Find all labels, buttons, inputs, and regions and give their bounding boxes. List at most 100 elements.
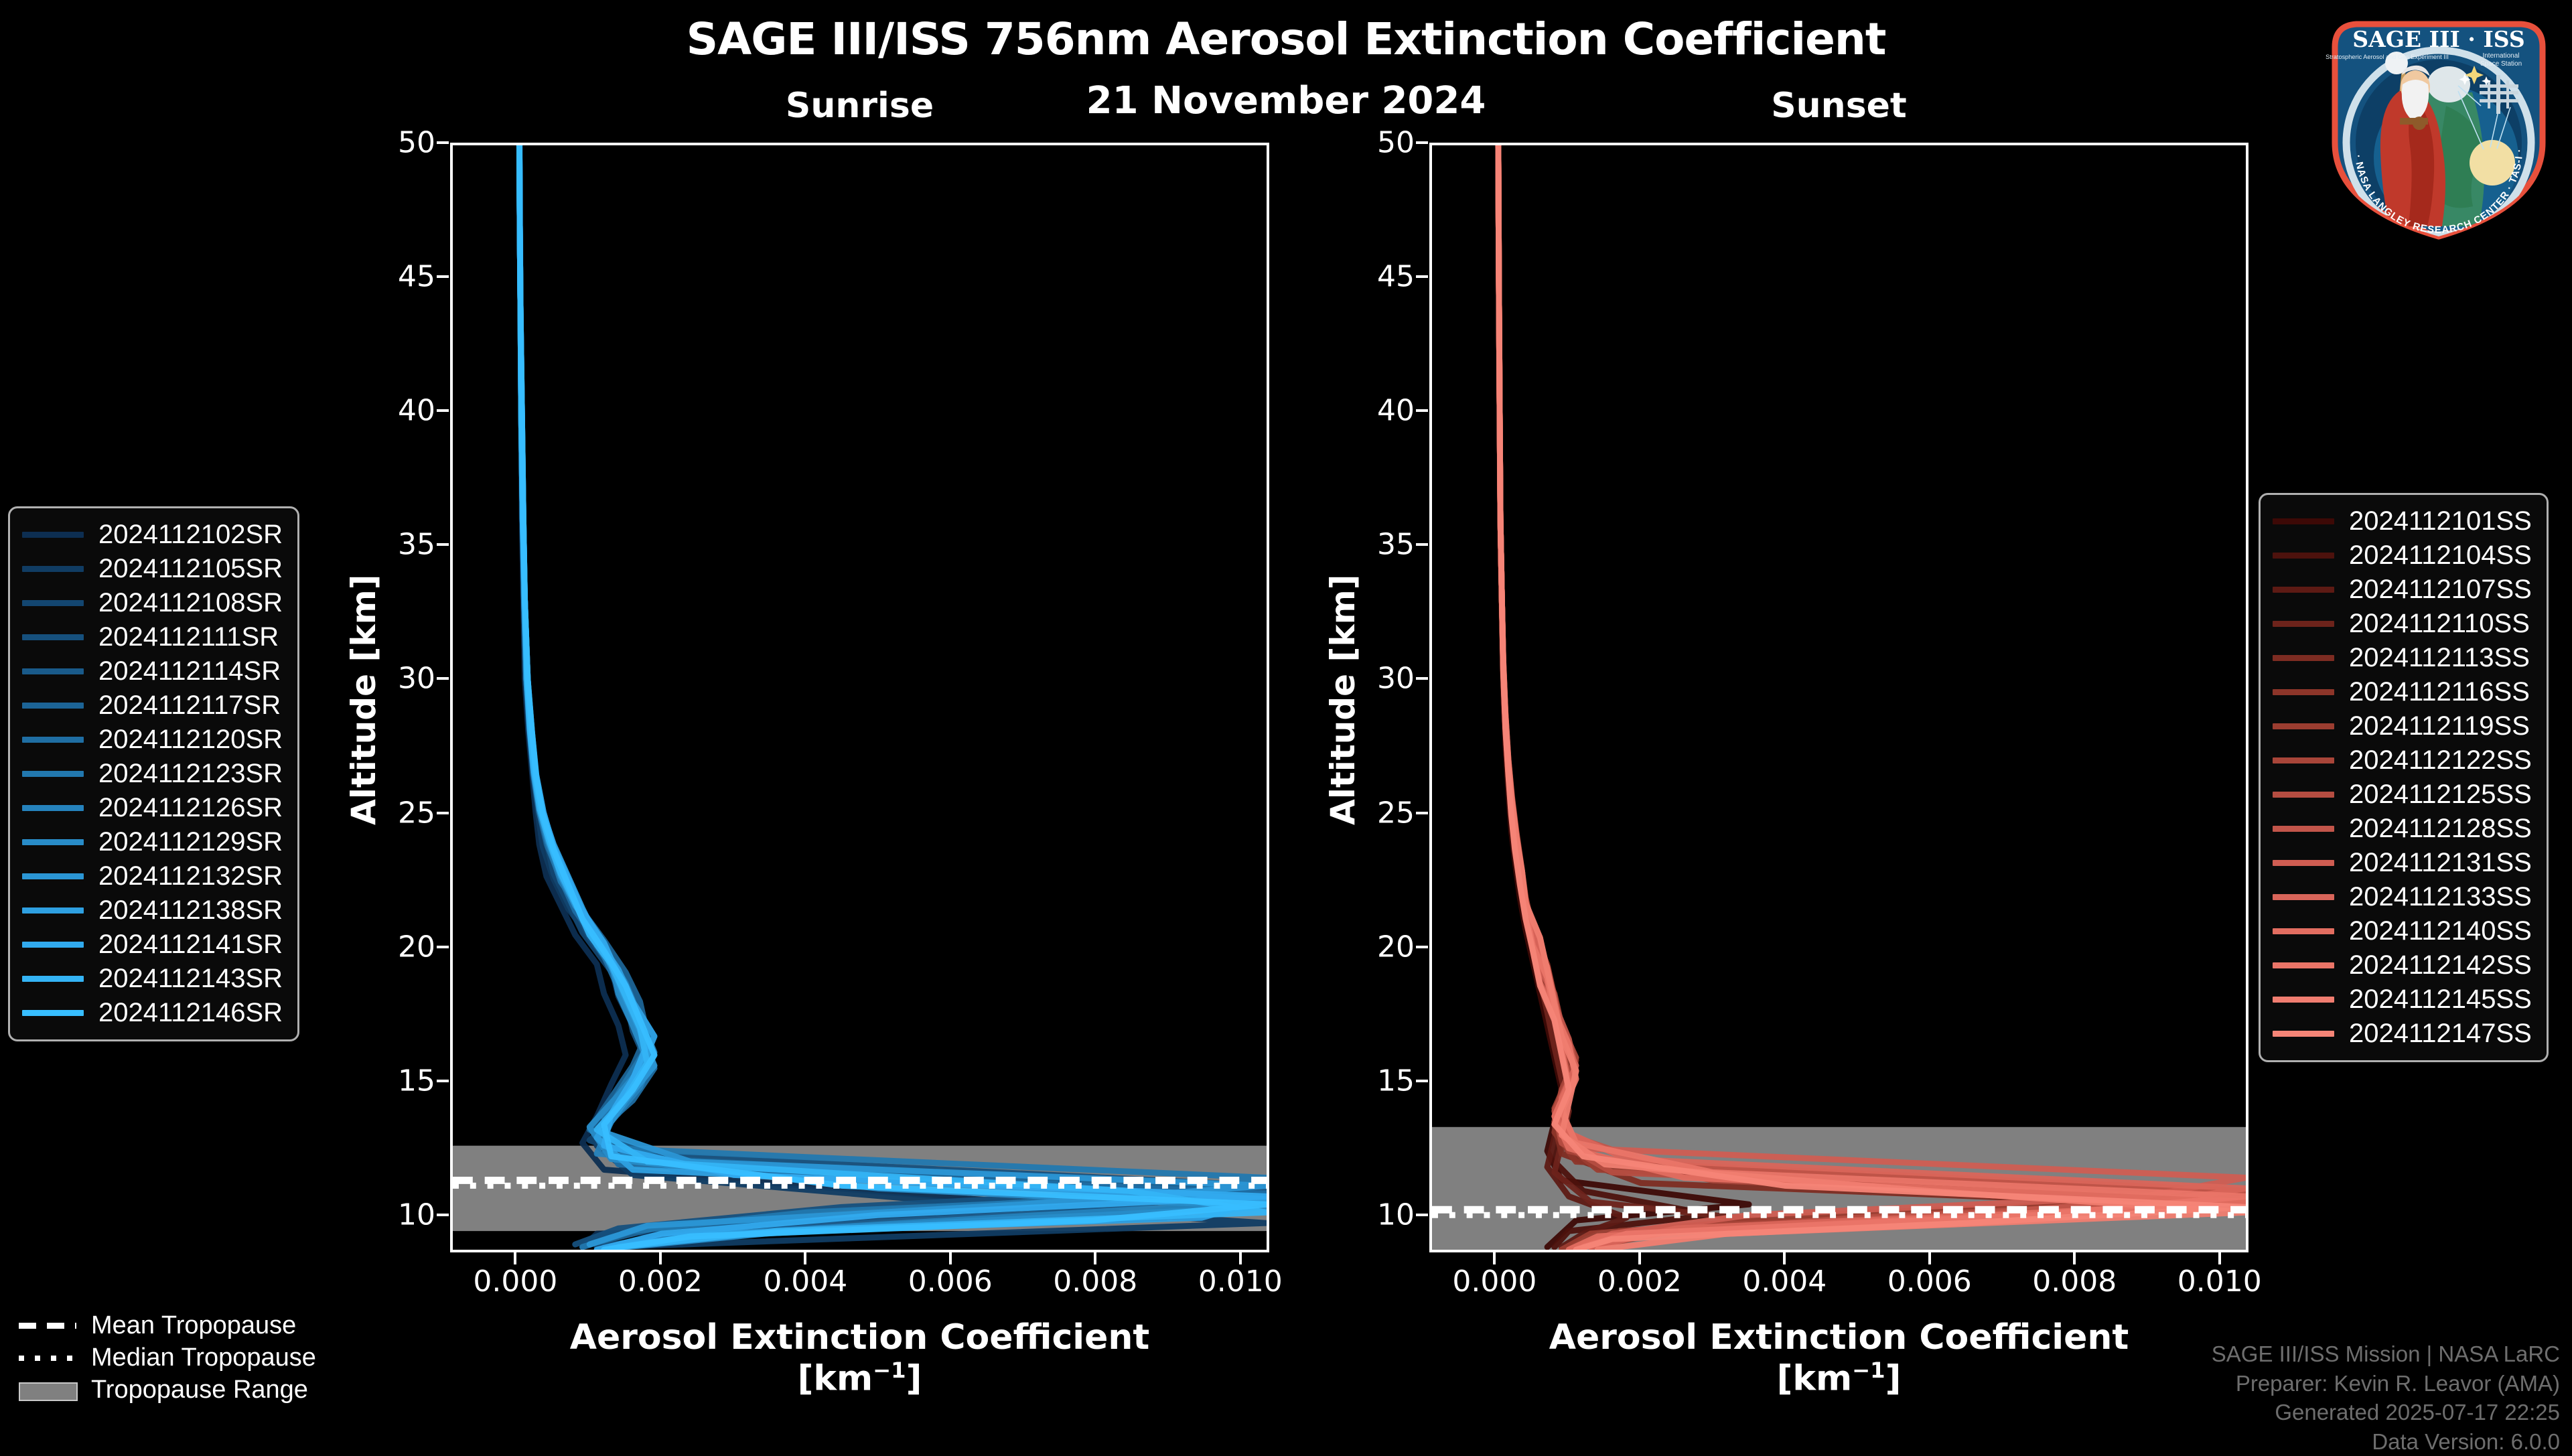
legend-color-swatch xyxy=(22,668,84,674)
x-tick-mark xyxy=(514,1252,517,1264)
sunrise-event-legend[interactable]: 2024112102SR 2024112105SR 2024112108SR 2024… xyxy=(8,506,300,1041)
legend-color-swatch xyxy=(22,600,84,606)
legend-event-label: 2024112138SR xyxy=(98,895,283,925)
legend-item[interactable]: 2024112108SR xyxy=(22,586,283,620)
y-tick-mark xyxy=(437,409,449,413)
y-tick-label: 20 xyxy=(1377,930,1415,964)
x-tick-label: 0.006 xyxy=(908,1264,993,1299)
legend-item[interactable]: 2024112138SR xyxy=(22,893,283,928)
legend-color-swatch xyxy=(22,737,84,743)
legend-color-swatch xyxy=(2273,928,2334,934)
profile-line xyxy=(1495,145,2246,1250)
legend-item[interactable]: 2024112132SR xyxy=(22,859,283,893)
credits-preparer: Preparer: Kevin R. Leavor (AMA) xyxy=(2235,1370,2560,1396)
legend-item-mean-tropopause: Mean Tropopause xyxy=(19,1309,316,1341)
profile-line xyxy=(1495,145,1716,1250)
legend-color-swatch xyxy=(22,976,84,982)
legend-item[interactable]: 2024112105SR xyxy=(22,552,283,586)
legend-event-label: 2024112116SS xyxy=(2349,677,2530,707)
legend-item[interactable]: 2024112119SS xyxy=(2273,709,2532,743)
legend-event-label: 2024112117SR xyxy=(98,690,281,720)
legend-item[interactable]: 2024112128SS xyxy=(2273,812,2532,846)
legend-item[interactable]: 2024112111SR xyxy=(22,620,283,654)
legend-item[interactable]: 2024112133SS xyxy=(2273,880,2532,914)
y-tick-mark xyxy=(437,543,449,547)
median-tropopause-label: Median Tropopause xyxy=(91,1343,316,1372)
legend-event-label: 2024112108SR xyxy=(98,588,283,617)
x-tick-label: 0.002 xyxy=(1597,1264,1682,1299)
legend-item[interactable]: 2024112141SR xyxy=(22,928,283,962)
legend-item[interactable]: 2024112104SS xyxy=(2273,538,2532,573)
legend-item[interactable]: 2024112110SS xyxy=(2273,607,2532,641)
legend-color-swatch xyxy=(2273,826,2334,832)
y-axis-title: Altitude [km] xyxy=(344,573,383,825)
svg-text:Space Station: Space Station xyxy=(2480,60,2522,68)
x-tick-mark xyxy=(948,1252,952,1264)
y-tick-label: 50 xyxy=(398,125,435,160)
legend-color-swatch xyxy=(22,634,84,640)
legend-item[interactable]: 2024112125SS xyxy=(2273,778,2532,812)
x-tick-label: 0.004 xyxy=(1742,1264,1827,1299)
legend-event-label: 2024112113SS xyxy=(2349,643,2530,672)
legend-color-swatch xyxy=(2273,894,2334,900)
y-tick-label: 10 xyxy=(1377,1197,1415,1232)
legend-item[interactable]: 2024112142SS xyxy=(2273,948,2532,982)
x-tick-mark xyxy=(1783,1252,1786,1264)
legend-item[interactable]: 2024112129SR xyxy=(22,825,283,859)
tropopause-legend: Mean Tropopause Median Tropopause Tropop… xyxy=(19,1309,316,1406)
y-tick-mark xyxy=(1416,275,1428,279)
legend-color-swatch xyxy=(2273,518,2334,524)
y-tick-mark xyxy=(1416,543,1428,547)
y-tick-mark xyxy=(1416,1079,1428,1082)
profile-line xyxy=(516,145,1267,1250)
legend-item[interactable]: 2024112126SR xyxy=(22,791,283,825)
x-tick-label: 0.004 xyxy=(763,1264,848,1299)
legend-item[interactable]: 2024112143SR xyxy=(22,962,283,996)
legend-item[interactable]: 2024112147SS xyxy=(2273,1017,2532,1051)
legend-event-label: 2024112125SS xyxy=(2349,780,2532,809)
x-tick-label: 0.010 xyxy=(2177,1264,2262,1299)
legend-item[interactable]: 2024112140SS xyxy=(2273,914,2532,948)
profile-line xyxy=(1495,145,2246,1250)
legend-item[interactable]: 2024112145SS xyxy=(2273,982,2532,1017)
sunset-event-legend[interactable]: 2024112101SS 2024112104SS 2024112107SS 2024… xyxy=(2259,493,2549,1062)
legend-item[interactable]: 2024112131SS xyxy=(2273,846,2532,880)
legend-item[interactable]: 2024112123SR xyxy=(22,757,283,791)
legend-color-swatch xyxy=(2273,757,2334,763)
legend-event-label: 2024112123SR xyxy=(98,759,283,788)
y-tick-mark xyxy=(1416,945,1428,948)
legend-item[interactable]: 2024112122SS xyxy=(2273,743,2532,778)
y-tick-label: 20 xyxy=(398,930,435,964)
x-axis-title-text: Aerosol Extinction Coefficient xyxy=(1549,1317,2129,1358)
legend-color-swatch xyxy=(2273,997,2334,1003)
y-tick-mark xyxy=(437,141,449,144)
x-axis-title: Aerosol Extinction Coefficient [km−1] xyxy=(450,1317,1269,1399)
legend-item[interactable]: 2024112107SS xyxy=(2273,573,2532,607)
legend-item[interactable]: 2024112117SR xyxy=(22,688,283,723)
page-subtitle: 21 November 2024 xyxy=(1086,79,1486,123)
y-tick-label: 35 xyxy=(398,527,435,562)
sunset-plot-area xyxy=(1429,143,2248,1252)
y-axis-title: Altitude [km] xyxy=(1324,573,1362,825)
legend-color-swatch xyxy=(2273,587,2334,593)
profile-line xyxy=(1495,145,2246,1250)
legend-color-swatch xyxy=(22,942,84,948)
legend-item[interactable]: 2024112120SR xyxy=(22,723,283,757)
legend-item[interactable]: 2024112102SR xyxy=(22,518,283,552)
legend-event-label: 2024112107SS xyxy=(2349,575,2532,604)
legend-event-label: 2024112133SS xyxy=(2349,882,2532,912)
legend-color-swatch xyxy=(2273,723,2334,729)
legend-item[interactable]: 2024112101SS xyxy=(2273,504,2532,538)
y-tick-label: 30 xyxy=(398,661,435,696)
legend-event-label: 2024112102SR xyxy=(98,520,283,549)
legend-event-label: 2024112120SR xyxy=(98,725,283,754)
tropopause-range-label: Tropopause Range xyxy=(91,1375,308,1404)
legend-item[interactable]: 2024112114SR xyxy=(22,654,283,688)
legend-item[interactable]: 2024112146SR xyxy=(22,996,283,1030)
legend-color-swatch xyxy=(2273,962,2334,968)
y-tick-mark xyxy=(1416,811,1428,814)
legend-color-swatch xyxy=(22,703,84,709)
legend-item[interactable]: 2024112116SS xyxy=(2273,675,2532,709)
y-tick-mark xyxy=(1416,1213,1428,1216)
legend-item[interactable]: 2024112113SS xyxy=(2273,641,2532,675)
